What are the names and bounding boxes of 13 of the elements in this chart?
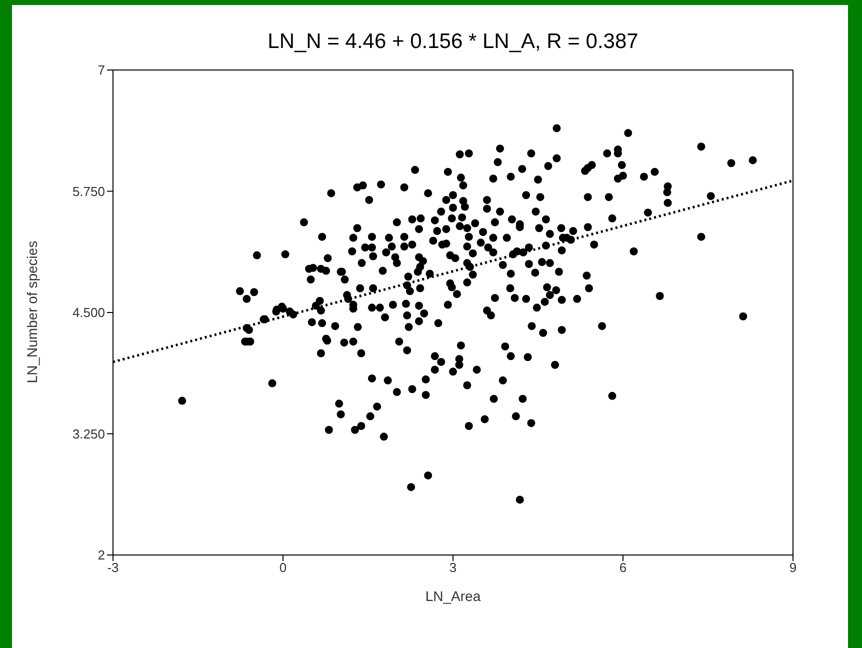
y-tick-label: 3.250 — [72, 426, 105, 442]
x-tick-label: -3 — [107, 560, 119, 576]
y-tick-label: 4.500 — [72, 305, 105, 320]
x-tick-label: 9 — [789, 560, 797, 576]
x-axis-title: LN_Area — [424, 588, 482, 604]
chart-title: LN_N = 4.46 + 0.156 * LN_A, R = 0.387 — [266, 30, 640, 54]
y-tick-label: 7 — [98, 62, 105, 78]
x-tick-label: 0 — [279, 560, 287, 576]
y-tick-label: 5.750 — [72, 184, 105, 199]
y-tick-label: 2 — [98, 548, 105, 563]
x-tick-label: 3 — [449, 560, 457, 576]
x-tick-label: 6 — [619, 560, 627, 576]
y-axis-title: LN_Number of species — [24, 240, 40, 384]
